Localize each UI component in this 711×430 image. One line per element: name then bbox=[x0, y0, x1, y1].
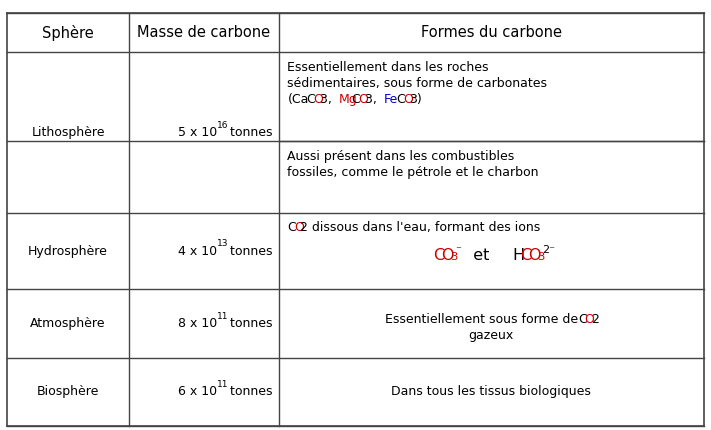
Text: 11: 11 bbox=[217, 312, 228, 321]
Text: C: C bbox=[578, 313, 587, 326]
Text: Aussi présent dans les combustibles: Aussi présent dans les combustibles bbox=[287, 150, 515, 163]
Text: C: C bbox=[306, 92, 316, 106]
Text: 2 dissous dans l'eau, formant des ions: 2 dissous dans l'eau, formant des ions bbox=[300, 221, 540, 234]
Text: O: O bbox=[313, 92, 323, 106]
Text: 2⁻: 2⁻ bbox=[542, 245, 555, 255]
Text: 3): 3) bbox=[410, 92, 422, 106]
Text: (Ca: (Ca bbox=[287, 92, 309, 106]
Text: Dans tous les tissus biologiques: Dans tous les tissus biologiques bbox=[392, 385, 592, 398]
Text: et: et bbox=[463, 248, 499, 263]
Text: Essentiellement dans les roches: Essentiellement dans les roches bbox=[287, 61, 489, 74]
Text: tonnes: tonnes bbox=[226, 126, 272, 139]
Text: 4 x 10: 4 x 10 bbox=[178, 245, 218, 258]
Text: Atmosphère: Atmosphère bbox=[31, 317, 106, 330]
Text: 6 x 10: 6 x 10 bbox=[178, 385, 218, 398]
Text: Mg: Mg bbox=[339, 92, 358, 106]
Text: gazeux: gazeux bbox=[469, 329, 514, 342]
Text: fossiles, comme le pétrole et le charbon: fossiles, comme le pétrole et le charbon bbox=[287, 166, 539, 178]
Text: O: O bbox=[403, 92, 413, 106]
Text: 3,: 3, bbox=[365, 92, 380, 106]
Text: C: C bbox=[287, 221, 296, 234]
Text: sédimentaires, sous forme de carbonates: sédimentaires, sous forme de carbonates bbox=[287, 77, 547, 90]
Text: O: O bbox=[358, 92, 368, 106]
Text: C: C bbox=[520, 248, 531, 263]
Text: tonnes: tonnes bbox=[226, 245, 272, 258]
Text: O: O bbox=[442, 248, 454, 263]
Text: 16: 16 bbox=[217, 121, 228, 130]
Text: Biosphère: Biosphère bbox=[37, 385, 100, 398]
Text: O: O bbox=[528, 248, 541, 263]
Text: C: C bbox=[397, 92, 405, 106]
Text: 3: 3 bbox=[537, 252, 544, 261]
Text: 2: 2 bbox=[591, 313, 599, 326]
Text: 8 x 10: 8 x 10 bbox=[178, 317, 218, 330]
Text: C: C bbox=[433, 248, 444, 263]
Text: tonnes: tonnes bbox=[226, 317, 272, 330]
Text: 5 x 10: 5 x 10 bbox=[178, 126, 218, 139]
Text: O: O bbox=[294, 221, 304, 234]
Text: Sphère: Sphère bbox=[42, 25, 94, 40]
Text: C: C bbox=[352, 92, 360, 106]
Text: Lithosphère: Lithosphère bbox=[31, 126, 105, 139]
Text: 11: 11 bbox=[217, 380, 228, 389]
Text: tonnes: tonnes bbox=[226, 385, 272, 398]
Text: H: H bbox=[512, 248, 524, 263]
Text: Hydrosphère: Hydrosphère bbox=[28, 245, 108, 258]
Text: Masse de carbone: Masse de carbone bbox=[137, 25, 270, 40]
Text: O: O bbox=[584, 313, 594, 326]
Text: 3,: 3, bbox=[319, 92, 336, 106]
Text: Fe: Fe bbox=[384, 92, 398, 106]
Text: Formes du carbone: Formes du carbone bbox=[421, 25, 562, 40]
Text: 13: 13 bbox=[217, 240, 228, 249]
Text: Essentiellement sous forme de: Essentiellement sous forme de bbox=[385, 313, 582, 326]
Text: 3: 3 bbox=[449, 252, 457, 261]
Text: ⁻: ⁻ bbox=[456, 245, 461, 255]
